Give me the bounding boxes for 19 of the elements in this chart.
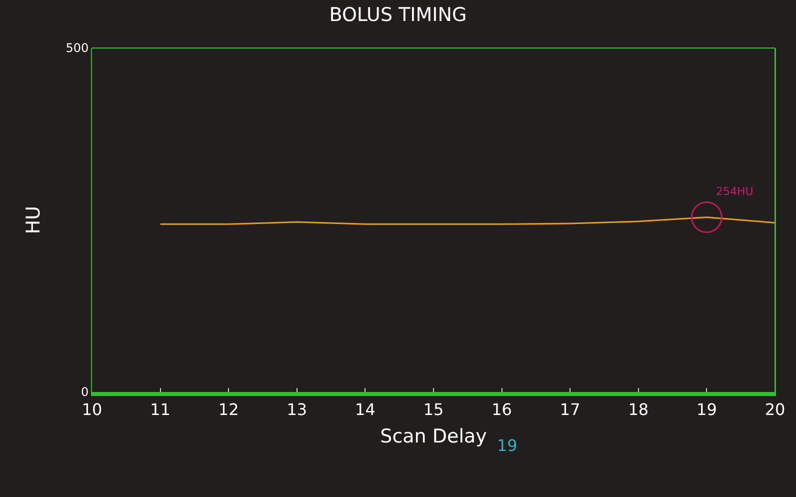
x-tick-label: 15 [423,400,444,420]
x-tick-label: 16 [492,400,512,420]
x-tick-label: 18 [628,400,649,420]
x-tick-label: 20 [764,400,786,420]
x-axis-title: Scan Delay [380,426,487,448]
x-tick-label: 17 [560,400,580,420]
x-tick-label: 14 [355,400,376,420]
x-tick-label: 13 [286,400,308,420]
annotation: 254HU [716,185,754,198]
x-tick-label: 10 [82,400,102,420]
y-tick-label: 500 [66,41,89,56]
x-tick-label: 19 [696,400,717,420]
line-series [160,216,775,225]
chart-title: BOLUS TIMING [329,4,467,26]
x-tick-label: 12 [218,400,239,420]
y-axis-title: HU [22,206,45,234]
x-tick-label: 11 [150,400,170,420]
text: 19 [497,436,518,455]
y-tick-label: 0 [80,385,89,400]
